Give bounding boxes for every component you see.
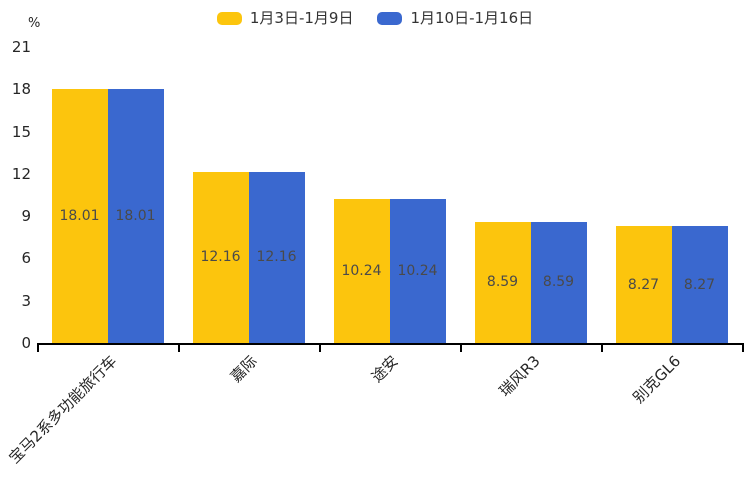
legend-item: 1月10日-1月16日 bbox=[377, 8, 534, 27]
y-tick-label: 0 bbox=[21, 334, 31, 352]
y-tick-label: 9 bbox=[21, 207, 31, 226]
x-category-label: 瑞风R3 bbox=[495, 352, 544, 401]
x-category-label: 途安 bbox=[368, 352, 403, 386]
x-axis-tick bbox=[319, 345, 321, 352]
bar bbox=[615, 226, 672, 343]
bar bbox=[107, 89, 164, 343]
legend-label: 1月10日-1月16日 bbox=[410, 8, 534, 27]
legend-item: 1月3日-1月9日 bbox=[216, 8, 354, 27]
y-axis-unit-label: % bbox=[28, 16, 41, 31]
bar-value-label: 10.24 bbox=[341, 262, 382, 279]
x-category-label: 嘉际 bbox=[227, 352, 262, 386]
legend-swatch-icon bbox=[377, 11, 403, 25]
x-axis-tick bbox=[178, 345, 180, 352]
bar-value-label: 8.27 bbox=[627, 276, 660, 293]
x-axis-tick bbox=[601, 345, 603, 352]
bar-value-label: 18.01 bbox=[59, 208, 100, 225]
bar-value-label: 12.16 bbox=[200, 249, 241, 266]
x-category-label: 宝马2系多功能旅行车 bbox=[5, 352, 121, 467]
legend: 1月3日-1月9日 1月10日-1月16日 bbox=[0, 6, 750, 30]
x-axis-line bbox=[37, 343, 744, 345]
y-tick-label: 15 bbox=[11, 122, 31, 141]
x-axis-tick bbox=[460, 345, 462, 352]
bar bbox=[671, 226, 728, 343]
bar bbox=[333, 198, 390, 343]
bar-value-label: 12.16 bbox=[256, 249, 297, 266]
bar bbox=[192, 171, 249, 343]
y-tick-label: 3 bbox=[21, 291, 31, 310]
y-tick-label: 6 bbox=[21, 249, 31, 268]
bar-value-label: 8.59 bbox=[542, 274, 575, 291]
bar bbox=[389, 198, 446, 343]
bar-value-label: 8.27 bbox=[683, 276, 716, 293]
x-category-label: 别克GL6 bbox=[629, 352, 685, 407]
bar bbox=[51, 89, 108, 343]
bar-value-label: 18.01 bbox=[115, 208, 156, 225]
y-tick-label: 18 bbox=[11, 80, 31, 99]
bar-value-label: 8.59 bbox=[486, 274, 519, 291]
bar bbox=[248, 171, 305, 343]
legend-label: 1月3日-1月9日 bbox=[249, 8, 354, 27]
y-tick-label: 12 bbox=[11, 164, 31, 183]
legend-swatch-icon bbox=[216, 11, 242, 25]
x-axis-tick bbox=[742, 345, 744, 352]
bar bbox=[474, 221, 531, 343]
bar bbox=[530, 221, 587, 343]
bar-value-label: 10.24 bbox=[397, 262, 438, 279]
y-tick-label: 21 bbox=[11, 38, 31, 56]
x-axis-tick bbox=[37, 345, 39, 352]
